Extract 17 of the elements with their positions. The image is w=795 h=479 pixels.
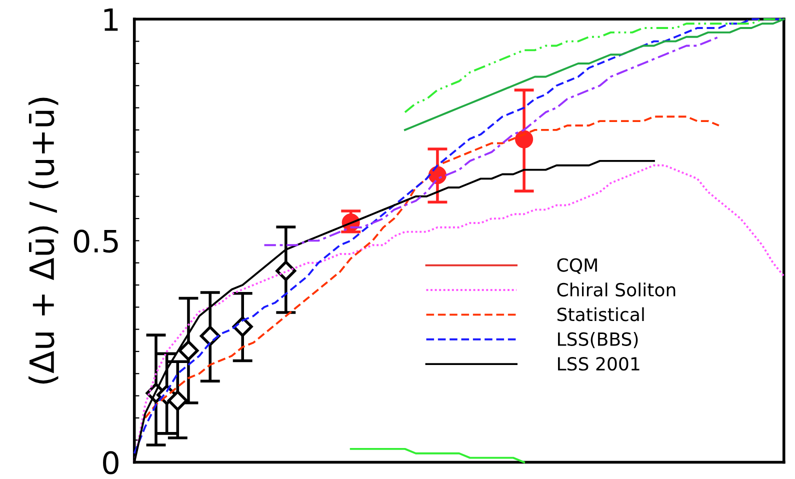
y-tick-label: 1 <box>104 8 118 31</box>
legend-label: LSS 2001 <box>558 356 640 371</box>
point <box>178 340 199 361</box>
y-tick-label: 0 <box>103 451 118 474</box>
point <box>515 130 534 148</box>
point <box>276 260 296 282</box>
line-series <box>144 116 720 419</box>
legend-label: Chiral Soliton <box>557 282 676 297</box>
line-series <box>350 448 526 464</box>
point <box>167 390 188 411</box>
y-tick-label: 0.5 <box>74 230 118 253</box>
legend-label: CQM <box>557 258 597 274</box>
line-series <box>263 36 720 246</box>
line-series <box>404 18 785 131</box>
y-axis-title: (Δu + Δū) / (u+ū) <box>28 98 58 384</box>
legend-label: Statistical <box>557 307 644 322</box>
legend-label: LSS(BBS) <box>558 332 638 348</box>
